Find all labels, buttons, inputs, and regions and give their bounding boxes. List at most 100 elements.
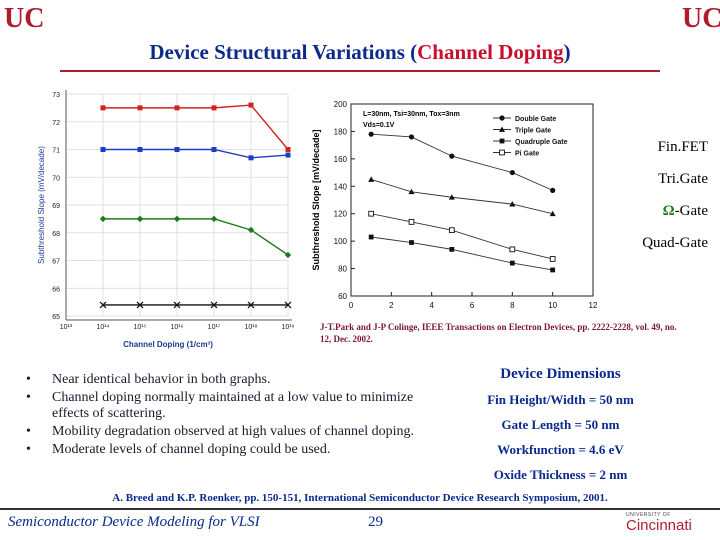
x-tick-label: 4 xyxy=(429,301,434,310)
reference-citation: A. Breed and K.P. Roenker, pp. 150-151, … xyxy=(112,492,608,504)
legend-omega-gate: Ω-Gate xyxy=(590,203,708,220)
data-point xyxy=(509,169,515,176)
data-point xyxy=(409,240,414,245)
data-point xyxy=(448,227,455,234)
bullet-dot: • xyxy=(26,424,31,439)
data-point xyxy=(449,153,455,159)
x-axis-label-1: Channel Doping (1/cm³) xyxy=(123,340,213,349)
title-text-1: Device Structural Variations ( xyxy=(149,40,418,64)
y-tick-label: 73 xyxy=(52,92,60,99)
dimension-item: Fin Height/Width = 50 nm xyxy=(487,392,634,407)
y-tick-label: 68 xyxy=(52,231,60,238)
data-point xyxy=(368,234,374,240)
data-point xyxy=(247,226,255,234)
data-point xyxy=(173,215,181,223)
data-point xyxy=(210,215,218,223)
title-text-3: ) xyxy=(563,40,571,64)
omega-symbol: Ω xyxy=(662,203,675,219)
data-point xyxy=(136,301,144,309)
y-tick-label: 60 xyxy=(338,292,347,301)
bullet-text: Channel doping normally maintained at a … xyxy=(52,390,414,421)
data-point xyxy=(549,256,556,262)
chart-channel-doping: 65 66 67 68 69 70 71 72 73 10¹³ 10¹⁴ 10¹⁵ 10¹⁶ 10¹⁷ 1… xyxy=(37,90,295,349)
data-point xyxy=(137,105,143,111)
data-point xyxy=(499,149,505,156)
y-tick-label: 65 xyxy=(52,314,60,321)
dimension-item: Workfunction = 4.6 eV xyxy=(497,442,624,457)
plot-bg-2 xyxy=(305,94,605,318)
x-tick-label: 2 xyxy=(389,301,394,310)
legend-trigate: Tri.Gate xyxy=(658,171,708,187)
series-line xyxy=(103,148,289,159)
data-point xyxy=(550,267,556,273)
data-point xyxy=(284,251,292,259)
data-point xyxy=(210,301,218,309)
bullet-dot: • xyxy=(26,390,31,405)
data-point xyxy=(408,188,415,195)
x-tick-label: 10¹⁸ xyxy=(244,324,257,331)
legend-finfet: Fin.FET xyxy=(657,139,708,155)
data-point xyxy=(99,215,107,223)
omega-gate-label: -Gate xyxy=(674,203,708,219)
legend-entry: Double Gate xyxy=(515,116,556,123)
data-point xyxy=(368,176,375,182)
data-point xyxy=(174,105,180,111)
dimension-item: Oxide Thickness = 2 nm xyxy=(493,467,628,482)
bullet-text: Moderate levels of channel doping could … xyxy=(52,442,331,457)
logo-small-text: UNIVERSITY OF xyxy=(626,512,671,518)
y-tick-label: 180 xyxy=(334,127,348,136)
annotation-line-1: L=30nm, Tsi=30nm, Tox=3nm xyxy=(363,111,460,118)
y-tick-label: 160 xyxy=(334,155,348,164)
annotation-line-2: Vds=0.1V xyxy=(363,122,395,129)
y-tick-label: 200 xyxy=(334,100,348,109)
y-tick-label: 140 xyxy=(334,182,348,191)
data-point xyxy=(247,301,255,309)
logo-big-text: Cincinnati xyxy=(626,517,692,534)
x-tick-label: 10¹⁵ xyxy=(133,324,146,331)
data-point xyxy=(174,147,180,152)
y-tick-label: 100 xyxy=(334,237,348,246)
data-point xyxy=(499,138,505,144)
dimension-item: Gate Length = 50 nm xyxy=(501,417,620,432)
y-axis-label-1: Subthreshold Slope (mV/decade) xyxy=(37,146,46,264)
bullet-text: Mobility degradation observed at high va… xyxy=(52,424,414,439)
title-highlight: Channel Doping xyxy=(417,40,564,64)
series-line xyxy=(103,104,289,150)
data-point xyxy=(211,105,217,111)
data-point xyxy=(509,246,516,253)
device-dimensions-title: Device Dimensions xyxy=(500,366,621,382)
x-tick-label: 12 xyxy=(589,301,598,310)
x-tick-label: 10¹⁷ xyxy=(208,324,221,331)
data-point xyxy=(100,147,106,152)
data-point xyxy=(368,210,375,217)
data-point xyxy=(100,105,106,111)
bullet-item: • Channel doping normally maintained at a… xyxy=(26,390,426,422)
bullet-dot: • xyxy=(26,372,31,387)
bullet-list: • Near identical behavior in both graphs.… xyxy=(26,372,426,460)
university-logo-left: UC xyxy=(4,3,45,34)
x-tick-label: 10¹⁶ xyxy=(171,324,184,331)
data-point xyxy=(449,246,455,252)
legend-entry: Triple Gate xyxy=(515,128,551,135)
bullet-text: Near identical behavior in both graphs. xyxy=(52,372,271,387)
y-tick-label: 71 xyxy=(52,148,60,155)
data-point xyxy=(408,134,415,140)
legend-entry: Pi Gate xyxy=(515,151,539,158)
footer-divider xyxy=(0,508,720,510)
bullet-item: • Near identical behavior in both graphs. xyxy=(26,372,426,388)
legend-entry: Quadruple Gate xyxy=(515,139,568,146)
data-point xyxy=(550,187,556,193)
legend-quadgate: Quad-Gate xyxy=(642,235,708,251)
bullet-dot: • xyxy=(26,442,31,457)
data-point xyxy=(284,301,292,309)
data-point xyxy=(499,115,505,121)
y-tick-label: 80 xyxy=(338,265,347,274)
data-point xyxy=(285,147,291,152)
bullet-item: • Moderate levels of channel doping could… xyxy=(26,442,426,458)
y-tick-label: 69 xyxy=(52,203,60,210)
data-point xyxy=(509,201,516,207)
data-point xyxy=(509,260,515,266)
data-point xyxy=(549,210,556,217)
data-point xyxy=(285,152,291,158)
x-tick-label: 10¹³ xyxy=(60,324,73,331)
